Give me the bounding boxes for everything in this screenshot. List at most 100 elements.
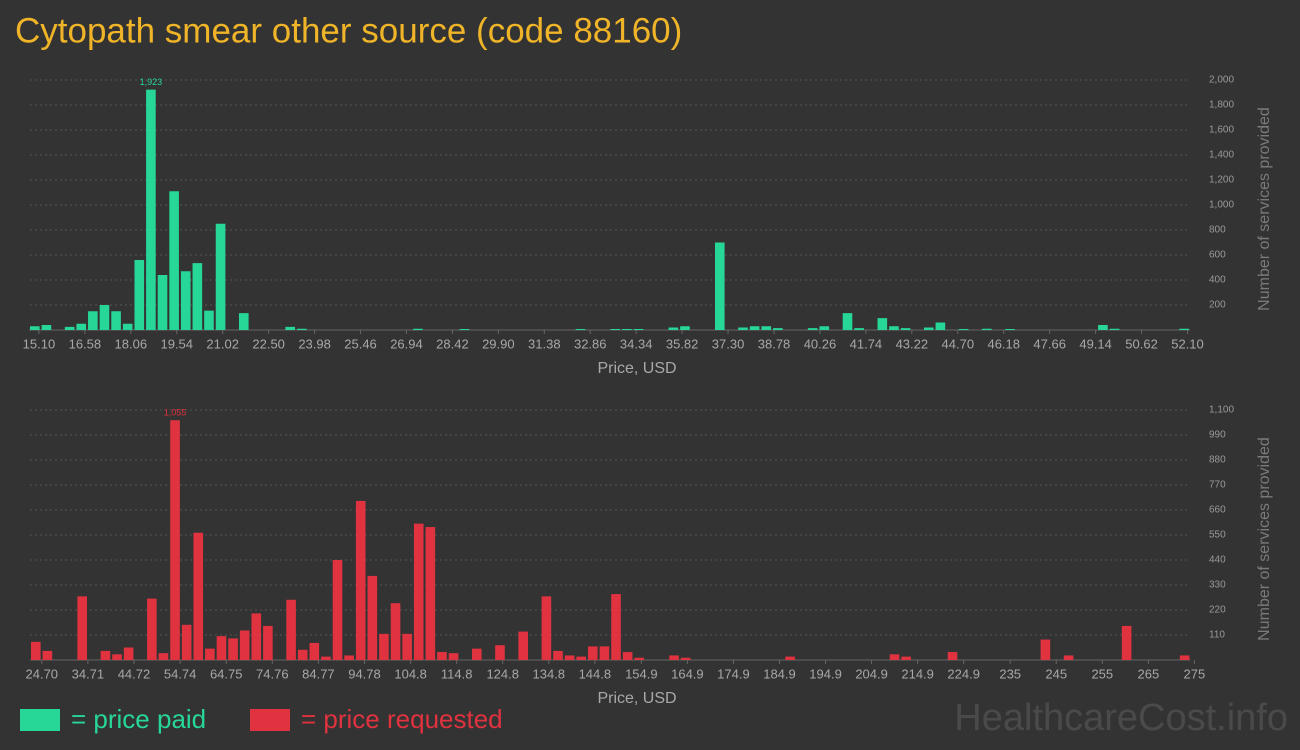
bar xyxy=(30,326,40,330)
x-tick-label: 40.26 xyxy=(804,336,837,351)
y-tick-label: 330 xyxy=(1209,580,1226,591)
bar xyxy=(263,625,273,660)
bar xyxy=(321,656,331,660)
x-axis-label: Price, USD xyxy=(597,690,676,707)
x-tick-label: 19.54 xyxy=(160,336,193,351)
bar xyxy=(1179,328,1189,330)
y-tick-label: 110 xyxy=(1209,630,1225,641)
bar xyxy=(1040,639,1051,660)
y-tick-label: 200 xyxy=(1209,300,1226,311)
bar xyxy=(982,328,992,330)
bar xyxy=(889,654,900,660)
x-tick-label: 49.14 xyxy=(1079,336,1112,351)
bar xyxy=(239,630,250,660)
bar xyxy=(215,223,226,330)
bar xyxy=(111,311,121,330)
bar xyxy=(900,328,911,330)
x-tick-label: 94.78 xyxy=(348,666,381,681)
bar xyxy=(344,655,354,660)
bar xyxy=(193,532,204,660)
x-tick-label: 52.10 xyxy=(1171,336,1204,351)
x-tick-label: 74.76 xyxy=(256,666,289,681)
bar xyxy=(88,311,98,330)
bar xyxy=(228,638,238,660)
bar xyxy=(437,652,447,660)
x-tick-label: 235 xyxy=(999,666,1021,681)
bar xyxy=(877,318,888,330)
bar xyxy=(413,328,423,330)
bar xyxy=(669,655,679,660)
bar xyxy=(390,603,401,660)
bar xyxy=(471,648,482,660)
bar xyxy=(192,263,203,330)
x-tick-label: 104.8 xyxy=(394,666,427,681)
bar xyxy=(622,329,632,330)
y-tick-label: 440 xyxy=(1209,555,1226,566)
bar xyxy=(1109,328,1120,330)
x-tick-label: 154.9 xyxy=(625,666,658,681)
bar xyxy=(958,329,969,330)
bar xyxy=(123,647,134,660)
bar xyxy=(459,329,470,330)
bar xyxy=(611,594,621,660)
bar xyxy=(738,327,748,330)
y-tick-label: 1,800 xyxy=(1209,100,1234,111)
bar xyxy=(122,323,133,330)
x-tick-label: 46.18 xyxy=(987,336,1020,351)
bar xyxy=(448,653,459,660)
bar xyxy=(64,326,75,330)
x-tick-label: 184.9 xyxy=(763,666,796,681)
bar xyxy=(146,89,156,330)
bar xyxy=(889,326,899,330)
y-axis-label: Number of services provided xyxy=(1256,107,1273,311)
data-label: 1,923 xyxy=(140,77,163,87)
legend-swatch xyxy=(250,709,290,731)
x-tick-label: 194.9 xyxy=(809,666,842,681)
bar xyxy=(622,652,633,660)
bar xyxy=(180,271,191,330)
x-tick-label: 255 xyxy=(1091,666,1113,681)
x-tick-label: 41.74 xyxy=(850,336,883,351)
bar xyxy=(588,646,598,660)
y-tick-label: 400 xyxy=(1209,275,1226,286)
x-tick-label: 224.9 xyxy=(947,666,980,681)
bar xyxy=(99,305,110,330)
bar xyxy=(402,633,412,660)
bar xyxy=(1063,655,1074,660)
bar xyxy=(553,650,563,660)
bar xyxy=(668,327,679,330)
bar xyxy=(332,560,343,660)
bar xyxy=(413,523,424,660)
y-tick-label: 1,100 xyxy=(1209,405,1234,416)
x-tick-label: 23.98 xyxy=(298,336,331,351)
bar xyxy=(77,596,88,660)
x-tick-label: 47.66 xyxy=(1033,336,1066,351)
bar xyxy=(576,656,587,660)
x-tick-label: 44.70 xyxy=(942,336,975,351)
bar xyxy=(42,650,53,660)
x-tick-label: 28.42 xyxy=(436,336,469,351)
bar xyxy=(147,598,157,660)
bar xyxy=(425,527,436,660)
x-tick-label: 164.9 xyxy=(671,666,704,681)
bar xyxy=(854,328,864,330)
y-tick-label: 660 xyxy=(1209,505,1226,516)
legend-label: = price paid xyxy=(71,704,206,734)
bar xyxy=(923,327,934,330)
bar xyxy=(158,653,169,660)
x-tick-label: 124.8 xyxy=(486,666,519,681)
x-tick-label: 37.30 xyxy=(712,336,745,351)
bar xyxy=(204,310,214,330)
x-tick-label: 25.46 xyxy=(344,336,377,351)
x-tick-label: 265 xyxy=(1137,666,1159,681)
bar xyxy=(633,329,644,330)
y-tick-label: 550 xyxy=(1209,530,1226,541)
x-tick-label: 21.02 xyxy=(206,336,239,351)
bar xyxy=(680,326,690,330)
bar xyxy=(901,656,911,660)
x-tick-label: 35.82 xyxy=(666,336,699,351)
x-tick-label: 22.50 xyxy=(252,336,285,351)
bar xyxy=(31,641,41,660)
y-tick-label: 1,600 xyxy=(1209,125,1234,136)
